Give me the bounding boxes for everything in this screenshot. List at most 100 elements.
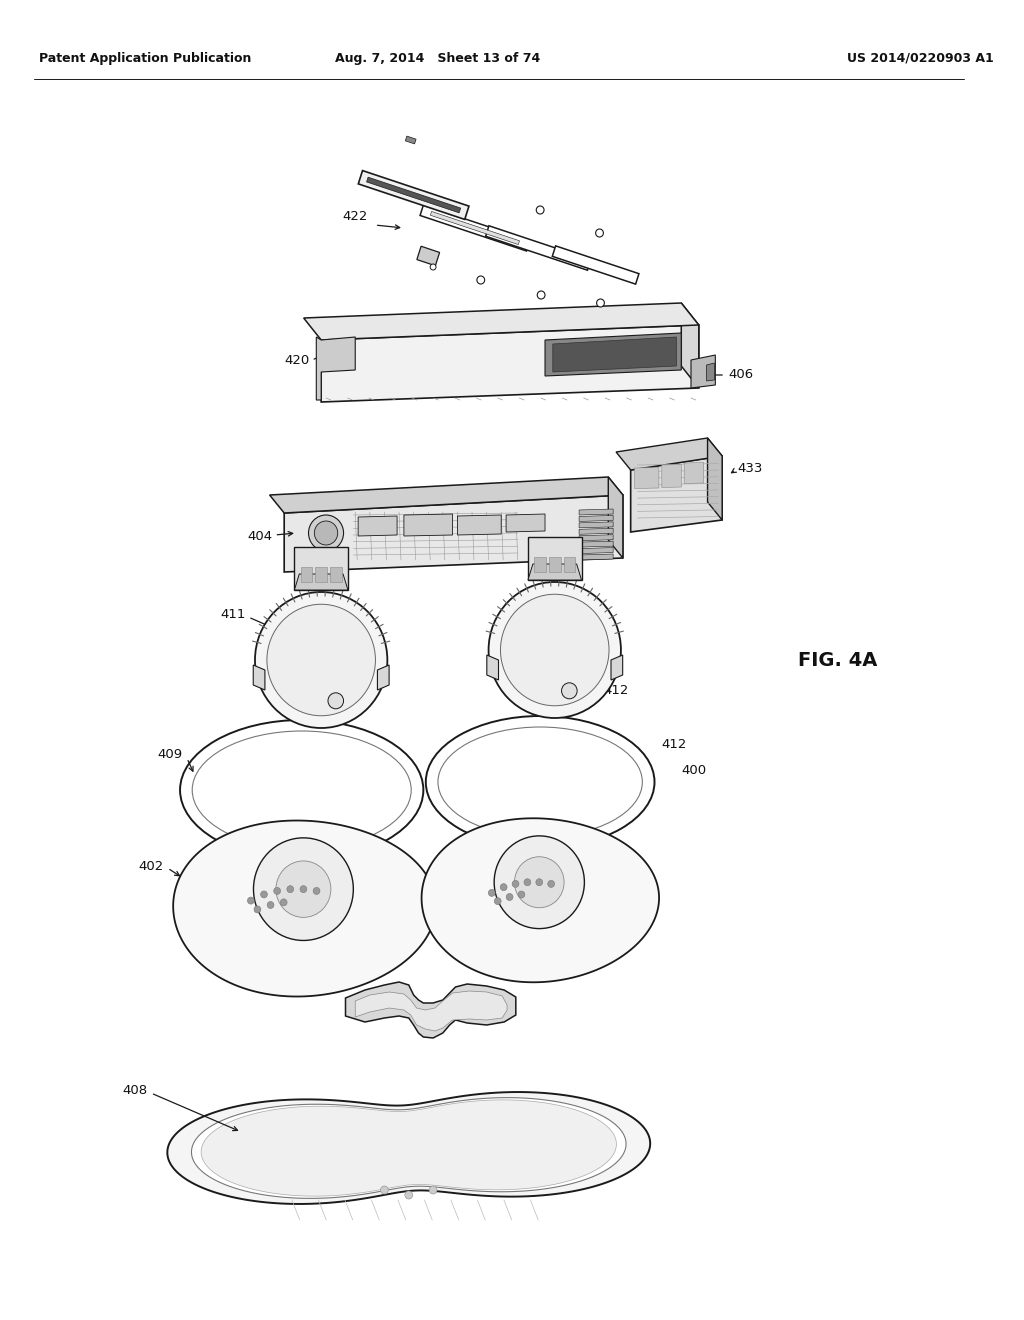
Polygon shape <box>167 1092 650 1204</box>
Circle shape <box>255 591 387 729</box>
Polygon shape <box>285 495 623 572</box>
Polygon shape <box>580 548 613 553</box>
Bar <box>420 205 529 251</box>
Text: Patent Application Publication: Patent Application Publication <box>39 51 251 65</box>
Polygon shape <box>553 337 677 372</box>
Circle shape <box>281 899 287 906</box>
Bar <box>430 211 519 244</box>
Polygon shape <box>315 568 327 582</box>
Polygon shape <box>191 1098 626 1199</box>
Text: 400: 400 <box>681 763 707 776</box>
Polygon shape <box>635 467 658 488</box>
Polygon shape <box>269 477 623 513</box>
Text: 412: 412 <box>662 738 687 751</box>
Circle shape <box>597 300 604 308</box>
Polygon shape <box>301 568 312 582</box>
Circle shape <box>477 276 484 284</box>
Polygon shape <box>528 564 582 579</box>
Ellipse shape <box>180 719 423 861</box>
Circle shape <box>328 693 344 709</box>
Circle shape <box>495 898 501 904</box>
Text: 422: 422 <box>343 210 368 223</box>
Polygon shape <box>345 982 516 1038</box>
Polygon shape <box>253 665 265 690</box>
Circle shape <box>275 861 331 917</box>
Polygon shape <box>580 541 613 548</box>
Polygon shape <box>580 535 613 541</box>
Polygon shape <box>535 557 546 572</box>
Circle shape <box>267 902 274 908</box>
Polygon shape <box>681 304 698 388</box>
Circle shape <box>501 883 507 891</box>
Circle shape <box>254 838 353 940</box>
Polygon shape <box>422 818 659 982</box>
Circle shape <box>313 887 319 895</box>
Text: 410: 410 <box>584 888 609 902</box>
Circle shape <box>495 836 585 928</box>
Polygon shape <box>295 546 348 590</box>
Polygon shape <box>684 462 703 483</box>
Ellipse shape <box>426 715 654 847</box>
Circle shape <box>300 886 307 892</box>
Text: US 2014/0220903 A1: US 2014/0220903 A1 <box>847 51 993 65</box>
Polygon shape <box>458 515 501 535</box>
Polygon shape <box>545 333 681 376</box>
Bar <box>358 170 469 219</box>
Polygon shape <box>662 465 681 487</box>
Circle shape <box>536 879 543 886</box>
Polygon shape <box>506 513 545 532</box>
Polygon shape <box>611 655 623 680</box>
Polygon shape <box>295 574 348 590</box>
Polygon shape <box>608 477 623 558</box>
Polygon shape <box>403 513 453 536</box>
Polygon shape <box>580 554 613 560</box>
Polygon shape <box>563 557 575 572</box>
Circle shape <box>273 887 281 895</box>
Circle shape <box>308 515 344 550</box>
Polygon shape <box>486 655 499 680</box>
Circle shape <box>538 290 545 300</box>
Text: 412: 412 <box>603 684 629 697</box>
Circle shape <box>596 228 603 238</box>
Bar <box>417 247 439 265</box>
Text: 408: 408 <box>123 1084 147 1097</box>
Polygon shape <box>631 455 722 532</box>
Text: 411: 411 <box>220 609 246 622</box>
Text: 433: 433 <box>737 462 763 474</box>
Circle shape <box>260 891 267 898</box>
Polygon shape <box>691 355 716 388</box>
Bar <box>367 177 461 213</box>
Circle shape <box>488 582 621 718</box>
Circle shape <box>267 605 376 715</box>
Circle shape <box>501 594 609 706</box>
Text: Aug. 7, 2014   Sheet 13 of 74: Aug. 7, 2014 Sheet 13 of 74 <box>335 51 541 65</box>
Polygon shape <box>528 537 582 579</box>
Circle shape <box>514 857 564 908</box>
Polygon shape <box>580 510 613 515</box>
Polygon shape <box>316 337 355 400</box>
Circle shape <box>429 1185 437 1195</box>
Text: 409: 409 <box>158 748 183 762</box>
Circle shape <box>248 898 254 904</box>
Text: 420: 420 <box>285 354 309 367</box>
Circle shape <box>254 906 261 913</box>
Circle shape <box>287 886 294 892</box>
Polygon shape <box>330 568 342 582</box>
Circle shape <box>404 1191 413 1199</box>
Polygon shape <box>580 521 613 528</box>
Circle shape <box>512 880 519 887</box>
Polygon shape <box>173 821 436 997</box>
Polygon shape <box>616 438 722 470</box>
Polygon shape <box>378 665 389 690</box>
Circle shape <box>381 1185 388 1195</box>
Polygon shape <box>580 528 613 535</box>
Polygon shape <box>707 363 715 381</box>
Bar <box>485 226 591 271</box>
Circle shape <box>314 521 338 545</box>
Text: 406: 406 <box>728 368 753 381</box>
Circle shape <box>430 264 436 271</box>
Circle shape <box>548 880 555 887</box>
Circle shape <box>518 891 525 898</box>
Polygon shape <box>355 991 507 1031</box>
Polygon shape <box>708 438 722 520</box>
